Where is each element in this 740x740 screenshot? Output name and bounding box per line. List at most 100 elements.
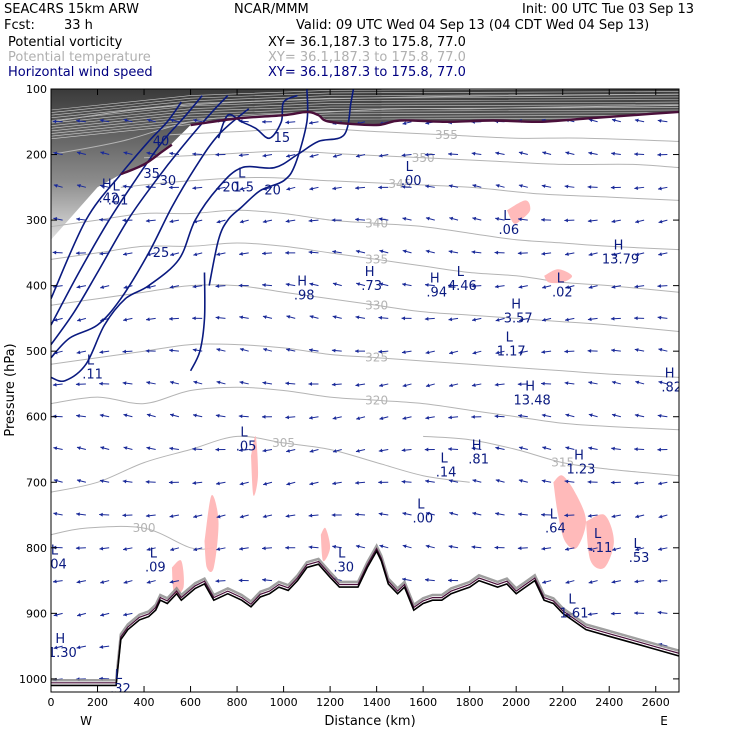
wind-vector-head xyxy=(192,316,196,321)
pv-extremum-high: H xyxy=(430,271,440,286)
wind-vector-head xyxy=(262,546,266,551)
wind-vector-head xyxy=(542,317,547,322)
wind-vector-head xyxy=(494,250,499,255)
wind-vector-head xyxy=(286,315,291,319)
wind-vector-head xyxy=(611,219,616,224)
wind-vector-head xyxy=(402,249,407,254)
pv-low-region xyxy=(204,494,219,573)
wind-vector-head xyxy=(77,612,82,617)
wind-vector-head xyxy=(495,446,500,451)
pv-extremum-low: L xyxy=(440,452,448,467)
pv-extremum-high: H xyxy=(102,178,112,193)
wind-vector-head xyxy=(123,118,128,123)
wind-vector-head xyxy=(378,448,383,453)
wind-vector-head xyxy=(449,511,454,516)
wind-vector-head xyxy=(401,350,406,355)
wind-vector-head xyxy=(424,152,429,157)
x-tick-label: 600 xyxy=(180,696,201,709)
wind-vector-head xyxy=(309,154,314,158)
pv-extremum-low: L xyxy=(506,330,514,345)
wind-vector-head xyxy=(122,479,127,484)
wind-vector-head xyxy=(216,514,221,519)
wind-vector-head xyxy=(286,153,291,158)
wind-vector-head xyxy=(216,380,221,385)
wind-vector-head xyxy=(425,544,430,549)
wind-vector-head xyxy=(146,547,151,552)
wind-vector-head xyxy=(449,216,454,221)
wind-vector-head xyxy=(355,480,359,485)
model-title: SEAC4RS 15km ARW xyxy=(4,2,140,17)
wind-vector-head xyxy=(541,413,546,418)
wind-vector-head xyxy=(541,217,545,222)
wind-vector-head xyxy=(565,252,569,256)
wind-vector-head xyxy=(564,381,569,386)
pv-extremum-low: L xyxy=(503,209,511,224)
wind-vector-head xyxy=(123,252,127,256)
wind-vector-head xyxy=(610,480,615,485)
strat-theta-line xyxy=(51,99,679,121)
wind-speed-contour-label: 30 xyxy=(160,174,177,189)
x-tick-label: 800 xyxy=(227,696,248,709)
pv-extremum-low: L xyxy=(115,668,123,683)
theta-contour xyxy=(167,127,679,142)
wind-vector-head xyxy=(170,252,175,257)
wind-vector-head xyxy=(75,251,80,256)
wind-vector-head xyxy=(448,544,453,549)
y-tick-label: 800 xyxy=(26,542,47,555)
wind-vector-head xyxy=(658,481,662,486)
wind-vector-head xyxy=(238,283,243,288)
wind-vector-head xyxy=(494,382,499,387)
wind-vector-head xyxy=(146,118,151,123)
x-tick-label: 1400 xyxy=(363,696,391,709)
wind-vector-head xyxy=(76,217,80,222)
wind-vector-head xyxy=(355,448,360,453)
wind-vector-head xyxy=(355,544,360,549)
wind-vector-head xyxy=(123,446,128,450)
theta-contour-label: 335 xyxy=(365,252,388,266)
wind-vector-head xyxy=(448,415,452,420)
wind-vector-head xyxy=(53,183,58,188)
wind-vector-head xyxy=(238,153,243,158)
wind-vector-head xyxy=(541,350,546,354)
wind-vector-head xyxy=(216,219,221,224)
wind-vector-head xyxy=(332,282,337,287)
wind-vector-head xyxy=(518,217,522,222)
wind-vector-head xyxy=(402,511,407,516)
wind-vector-head xyxy=(52,579,57,584)
wind-vector-head xyxy=(564,184,569,189)
wind-vector-head xyxy=(332,186,337,191)
x-tick-label: 1000 xyxy=(270,696,298,709)
x-endpoint-west: W xyxy=(80,714,92,728)
strat-theta-line xyxy=(51,101,679,124)
wind-vector-head xyxy=(52,119,57,124)
wind-vector-head xyxy=(425,511,430,516)
wind-vector-head xyxy=(472,350,477,355)
wind-vector-head xyxy=(77,318,82,322)
wind-vector-head xyxy=(378,185,382,190)
wind-vector-head xyxy=(564,513,568,518)
wind-vector-head xyxy=(657,610,662,615)
wind-vector-head xyxy=(517,546,522,551)
wind-vector-head xyxy=(192,152,196,157)
wind-vector-head xyxy=(123,612,127,617)
wind-vector-head xyxy=(99,645,104,649)
x-tick-label: 1600 xyxy=(409,696,437,709)
pv-extremum-value: .73 xyxy=(361,279,382,294)
wind-vector-head xyxy=(286,481,291,486)
pv-low-region xyxy=(251,436,259,496)
wind-vector-head xyxy=(75,546,80,551)
y-tick-label: 900 xyxy=(26,607,47,620)
wind-vector-head xyxy=(425,249,430,254)
y-tick-label: 1000 xyxy=(19,673,47,686)
wind-vector-head xyxy=(518,413,522,418)
wind-vector-head xyxy=(425,216,430,221)
wind-vector-head xyxy=(518,284,523,289)
terrain-shadow xyxy=(51,543,679,682)
wind-vector-head xyxy=(612,547,616,552)
y-tick-label: 300 xyxy=(26,214,47,227)
y-tick-label: 700 xyxy=(26,476,47,489)
wind-vector-head xyxy=(99,217,103,222)
wind-vector-head xyxy=(262,381,267,385)
wind-vector-head xyxy=(262,578,266,582)
wind-vector-head xyxy=(261,119,266,124)
